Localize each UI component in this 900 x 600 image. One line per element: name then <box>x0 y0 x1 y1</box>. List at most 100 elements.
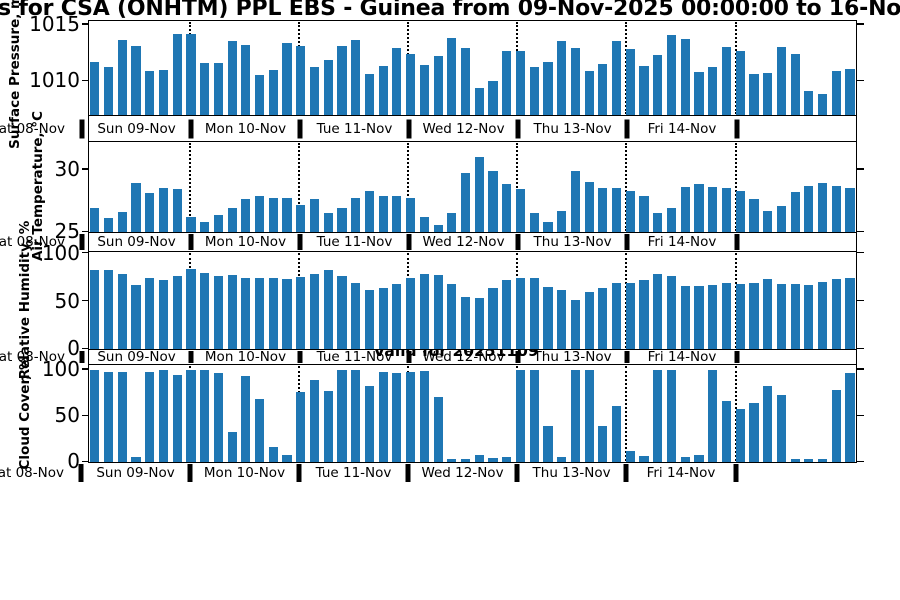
surface-pressure-bar <box>818 93 828 115</box>
surface-pressure-bar <box>90 61 100 115</box>
cloud-cover-bar <box>131 457 141 462</box>
surface-pressure-bar <box>351 40 361 115</box>
cloud-cover-bar <box>694 454 704 462</box>
relative-humidity-bar <box>145 278 155 349</box>
day-label: Sat 08-Nov <box>0 234 65 250</box>
day-tick-mark <box>734 351 740 363</box>
cloud-cover-bar <box>749 403 759 462</box>
relative-humidity-bar <box>694 285 704 349</box>
surface-pressure-bar <box>557 41 567 115</box>
surface-pressure-bar <box>131 45 141 115</box>
air-temperature-bar <box>598 188 608 232</box>
cloud-cover-bar <box>515 369 526 462</box>
day-tick-mark <box>734 119 740 138</box>
relative-humidity-bar <box>543 286 553 349</box>
air-temperature-bar <box>694 184 704 232</box>
relative-humidity-panel <box>88 251 857 350</box>
cloud-cover-bar <box>268 447 278 462</box>
surface-pressure-ytick-mark-left <box>82 79 88 82</box>
relative-humidity-ytick-label: 50 <box>54 288 80 313</box>
cloud-cover-bar <box>653 369 663 462</box>
surface-pressure-bar <box>584 70 594 115</box>
surface-pressure-bar <box>364 74 375 115</box>
day-label: Fri 14-Nov <box>647 234 717 250</box>
day-label: Wed 12-Nov <box>422 120 505 137</box>
relative-humidity-ytick-mark-right <box>857 299 864 302</box>
day-label-row: Sat 08-Nov Sun 09-Nov Mon 10-Nov Tue 11-Nov… <box>0 349 857 365</box>
air-temperature-plot-area <box>89 142 856 232</box>
relative-humidity-ytick-label: 0 <box>67 336 80 361</box>
relative-humidity-bar <box>612 282 622 349</box>
air-temperature-bar <box>776 205 786 232</box>
air-temperature-bar <box>584 181 594 232</box>
air-temperature-bar <box>131 183 141 232</box>
day-tick-mark <box>187 464 193 482</box>
surface-pressure-bar <box>337 45 347 115</box>
cloud-cover-bar <box>818 459 828 462</box>
day-label: Mon 10-Nov <box>203 465 286 481</box>
surface-pressure-bar <box>749 74 759 115</box>
air-temperature-ytick-mark-left <box>82 230 88 233</box>
surface-pressure-bar <box>708 67 718 115</box>
day-label: Sun 09-Nov <box>97 234 176 250</box>
relative-humidity-bar <box>392 283 402 349</box>
air-temperature-bar <box>502 184 512 232</box>
day-tick-mark <box>188 351 194 363</box>
cloud-cover-bar <box>804 459 814 462</box>
surface-pressure-bar <box>721 47 732 115</box>
relative-humidity-ytick-mark-left <box>82 347 88 350</box>
relative-humidity-bar <box>131 284 141 349</box>
day-label: Sun 09-Nov <box>97 349 176 365</box>
day-label: Sun 09-Nov <box>97 120 176 137</box>
relative-humidity-ytick-label: 100 <box>41 240 80 265</box>
day-label-row: Sat 08-Nov Sun 09-Nov Mon 10-Nov Tue 11-Nov… <box>0 116 857 141</box>
relative-humidity-bar <box>680 285 690 349</box>
day-label: Sat 08-Nov <box>0 349 65 365</box>
cloud-cover-bar <box>735 408 745 462</box>
surface-pressure-bar <box>433 56 443 115</box>
surface-pressure-bar <box>296 45 306 115</box>
relative-humidity-bar <box>790 283 800 349</box>
cloud-cover-bar <box>227 431 237 462</box>
day-tick-mark <box>515 119 521 138</box>
cloud-cover-bar <box>570 369 580 462</box>
cloud-cover-bar <box>763 386 773 462</box>
cloud-cover-plot-area <box>89 365 856 462</box>
air-temperature-ytick-mark-right <box>857 168 864 170</box>
surface-pressure-bar <box>598 64 608 115</box>
relative-humidity-ytick-mark-left <box>82 251 88 254</box>
surface-pressure-bar <box>653 55 663 115</box>
day-label: Fri 14-Nov <box>647 120 717 137</box>
surface-pressure-bar <box>694 72 704 115</box>
cloud-cover-bar <box>378 371 388 462</box>
day-label: Tue 11-Nov <box>316 234 393 250</box>
surface-pressure-bar <box>543 61 553 115</box>
surface-pressure-ytick-label: 1015 <box>29 11 80 36</box>
relative-humidity-bar <box>309 274 320 349</box>
relative-humidity-bar <box>515 278 526 349</box>
relative-humidity-bar <box>282 279 292 349</box>
day-label: Thu 13-Nov <box>533 120 612 137</box>
relative-humidity-bar <box>323 269 333 349</box>
cloud-cover-bar <box>639 456 649 462</box>
surface-pressure-bar <box>763 73 773 115</box>
relative-humidity-bar <box>666 276 677 349</box>
day-boundary-gridline <box>298 143 301 231</box>
air-temperature-bar <box>831 185 841 232</box>
cloud-cover-bar <box>200 369 210 462</box>
air-temperature-bar <box>447 213 457 232</box>
relative-humidity-ytick-mark-left <box>82 299 88 302</box>
surface-pressure-bar <box>502 50 512 115</box>
cloud-cover-bar <box>392 372 402 462</box>
air-temperature-bar <box>103 218 114 232</box>
relative-humidity-bar <box>419 274 429 349</box>
day-label: Thu 13-Nov <box>533 349 612 365</box>
cloud-cover-bar <box>172 375 182 462</box>
surface-pressure-bar <box>392 48 402 115</box>
day-label: Thu 13-Nov <box>533 234 612 250</box>
relative-humidity-bar <box>103 269 114 349</box>
cloud-cover-bar <box>460 459 471 462</box>
day-tick-mark <box>79 119 85 138</box>
day-tick-mark <box>188 119 194 138</box>
cloud-cover-bar <box>776 394 786 462</box>
